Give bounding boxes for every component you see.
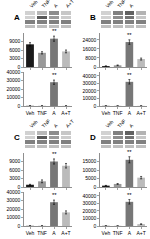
svg-text:Veh: Veh [28,0,38,9]
svg-text:TNF: TNF [116,118,127,129]
svg-text:**: ** [127,192,132,198]
svg-text:A: A [128,230,132,236]
svg-text:Veh: Veh [102,110,111,116]
svg-text:Veh: Veh [102,230,111,236]
svg-text:A+T: A+T [136,110,145,116]
svg-text:0: 0 [18,64,21,70]
svg-text:A: A [128,110,132,116]
svg-text:A: A [52,230,56,236]
svg-text:**: ** [127,72,132,78]
svg-text:20000: 20000 [82,208,96,214]
svg-text:10000: 10000 [82,95,96,101]
svg-text:20000: 20000 [6,86,20,92]
svg-text:9000: 9000 [9,38,20,44]
svg-text:**: ** [127,149,132,155]
svg-text:0: 0 [18,103,21,109]
svg-text:20000: 20000 [82,88,96,94]
svg-text:40000: 40000 [6,189,20,195]
svg-text:B: B [90,13,96,22]
svg-text:30000: 30000 [82,200,96,206]
svg-text:Veh: Veh [104,0,114,9]
svg-text:10000: 10000 [6,214,20,220]
svg-text:**: ** [52,72,57,78]
svg-text:A+T: A+T [136,230,145,236]
svg-text:6000: 6000 [9,47,20,53]
svg-text:A+T: A+T [64,0,75,9]
svg-text:**: ** [52,28,57,34]
svg-text:40000: 40000 [82,193,96,199]
svg-text:5000: 5000 [85,175,96,181]
svg-text:6000: 6000 [9,167,20,173]
svg-text:**: ** [52,192,57,198]
svg-text:D: D [90,133,96,142]
svg-text:0: 0 [94,103,97,109]
svg-text:A: A [14,13,20,22]
svg-text:Veh: Veh [26,230,35,236]
svg-text:30000: 30000 [6,197,20,203]
svg-text:10000: 10000 [6,94,20,100]
svg-text:A: A [128,2,135,9]
svg-text:A: A [52,110,56,116]
svg-text:15000: 15000 [82,158,96,164]
svg-text:**: ** [52,151,57,157]
svg-text:10000: 10000 [82,215,96,221]
svg-text:TNF: TNF [40,118,51,129]
svg-text:A: A [52,122,59,129]
svg-text:A: A [52,2,59,9]
svg-text:A+T: A+T [61,110,70,116]
svg-text:Veh: Veh [104,118,114,128]
svg-text:30000: 30000 [82,80,96,86]
svg-text:TNF: TNF [116,0,127,9]
svg-text:A+T: A+T [64,118,75,129]
svg-text:9000: 9000 [9,158,20,164]
svg-text:0: 0 [18,184,21,190]
svg-text:A+T: A+T [61,230,70,236]
svg-text:Veh: Veh [26,110,35,116]
svg-text:0: 0 [94,64,97,70]
svg-text:A: A [128,122,135,129]
svg-text:Veh: Veh [28,118,38,128]
svg-text:TNF: TNF [37,110,47,116]
svg-text:40000: 40000 [6,69,20,75]
svg-text:TNF: TNF [37,230,47,236]
svg-text:TNF: TNF [113,110,123,116]
svg-text:0: 0 [94,184,97,190]
svg-text:3000: 3000 [9,55,20,61]
svg-text:40000: 40000 [82,73,96,79]
svg-text:TNF: TNF [40,0,51,9]
svg-text:30000: 30000 [6,77,20,83]
svg-text:24000: 24000 [82,37,96,43]
svg-text:16000: 16000 [82,46,96,52]
svg-text:0: 0 [94,223,97,229]
svg-text:20000: 20000 [6,206,20,212]
svg-text:**: ** [127,32,132,38]
svg-text:3000: 3000 [9,175,20,181]
svg-text:TNF: TNF [113,230,123,236]
svg-text:8000: 8000 [85,55,96,61]
svg-text:C: C [14,133,20,142]
svg-text:0: 0 [18,223,21,229]
svg-text:10000: 10000 [82,167,96,173]
